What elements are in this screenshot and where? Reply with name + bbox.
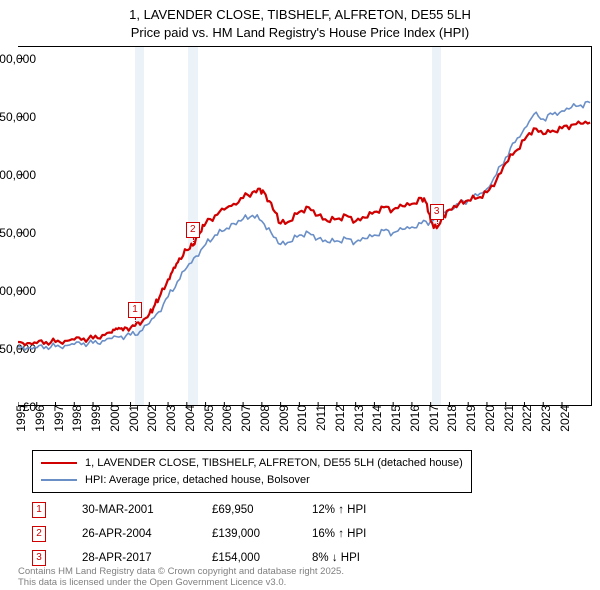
legend-row: 1, LAVENDER CLOSE, TIBSHELF, ALFRETON, D… — [41, 455, 463, 472]
annotation-date: 30-MAR-2001 — [82, 504, 212, 516]
footer-line-1: Contains HM Land Registry data © Crown c… — [18, 566, 344, 577]
annotation-date: 28-APR-2017 — [82, 552, 212, 564]
chart-container: 1, LAVENDER CLOSE, TIBSHELF, ALFRETON, D… — [0, 0, 600, 590]
x-tick-label: 2001 — [121, 405, 141, 432]
x-tick-label: 2013 — [346, 405, 366, 432]
title-line-2: Price paid vs. HM Land Registry's House … — [0, 24, 600, 42]
legend-label: 1, LAVENDER CLOSE, TIBSHELF, ALFRETON, D… — [85, 455, 463, 472]
x-tick-label: 2008 — [252, 405, 272, 432]
x-tick-label: 2016 — [402, 405, 422, 432]
x-tick-label: 2000 — [102, 405, 122, 432]
annotation-marker: 2 — [32, 526, 46, 542]
annotation-pct: 12% ↑ HPI — [312, 504, 412, 516]
title-block: 1, LAVENDER CLOSE, TIBSHELF, ALFRETON, D… — [0, 0, 600, 41]
x-tick-label: 2021 — [496, 405, 516, 432]
marker-box: 3 — [430, 204, 444, 220]
x-tick-label: 2003 — [158, 405, 178, 432]
x-tick-label: 2010 — [289, 405, 309, 432]
marker-line — [135, 318, 136, 326]
x-tick-label: 2014 — [364, 405, 384, 432]
chart-plot-area: £0£50,000£100,000£150,000£200,000£250,00… — [18, 46, 592, 406]
x-tick-label: 2018 — [439, 405, 459, 432]
x-tick-label: 1996 — [27, 405, 47, 432]
x-tick-label: 1997 — [46, 405, 66, 432]
x-tick-label: 2019 — [458, 405, 478, 432]
legend: 1, LAVENDER CLOSE, TIBSHELF, ALFRETON, D… — [32, 450, 472, 493]
x-tick-label: 2023 — [533, 405, 553, 432]
annotation-price: £154,000 — [212, 552, 312, 564]
annotation-row: 1 30-MAR-2001£69,95012% ↑ HPI — [32, 498, 412, 522]
x-tick-label: 2024 — [552, 405, 572, 432]
x-tick-label: 2002 — [139, 405, 159, 432]
footer-attribution: Contains HM Land Registry data © Crown c… — [18, 566, 344, 589]
x-tick-label: 2015 — [383, 405, 403, 432]
x-tick-label: 2011 — [308, 405, 328, 431]
x-tick-label: 2012 — [327, 405, 347, 432]
x-tick-label: 2004 — [177, 405, 197, 432]
x-tick-label: 2020 — [477, 405, 497, 432]
legend-label: HPI: Average price, detached house, Bols… — [85, 472, 310, 489]
annotation-pct: 8% ↓ HPI — [312, 552, 412, 564]
annotation-marker: 1 — [32, 502, 46, 518]
x-tick-label: 2022 — [514, 405, 534, 432]
x-tick-label: 1995 — [8, 405, 28, 432]
legend-swatch — [41, 479, 77, 481]
x-tick-label: 1999 — [83, 405, 103, 432]
annotation-price: £139,000 — [212, 528, 312, 540]
footer-line-2: This data is licensed under the Open Gov… — [18, 577, 344, 588]
x-tick-label: 2007 — [233, 405, 253, 432]
annotation-price: £69,950 — [212, 504, 312, 516]
marker-line — [193, 238, 194, 246]
marker-box: 1 — [128, 302, 142, 318]
series-line — [18, 102, 590, 350]
x-tick-label: 1998 — [64, 405, 84, 432]
marker-line — [437, 220, 438, 228]
legend-row: HPI: Average price, detached house, Bols… — [41, 472, 463, 489]
legend-swatch — [41, 462, 77, 464]
x-tick-label: 2006 — [214, 405, 234, 432]
annotation-marker: 3 — [32, 550, 46, 566]
x-tick-label: 2017 — [421, 405, 441, 432]
x-tick-label: 2009 — [271, 405, 291, 432]
chart-svg — [18, 47, 592, 407]
x-tick-label: 2005 — [196, 405, 216, 432]
annotation-row: 2 26-APR-2004£139,00016% ↑ HPI — [32, 522, 412, 546]
marker-box: 2 — [186, 222, 200, 238]
title-line-1: 1, LAVENDER CLOSE, TIBSHELF, ALFRETON, D… — [0, 6, 600, 24]
annotation-date: 26-APR-2004 — [82, 528, 212, 540]
annotation-pct: 16% ↑ HPI — [312, 528, 412, 540]
annotation-table: 1 30-MAR-2001£69,95012% ↑ HPI 2 26-APR-2004… — [32, 498, 412, 570]
series-line — [18, 122, 590, 346]
